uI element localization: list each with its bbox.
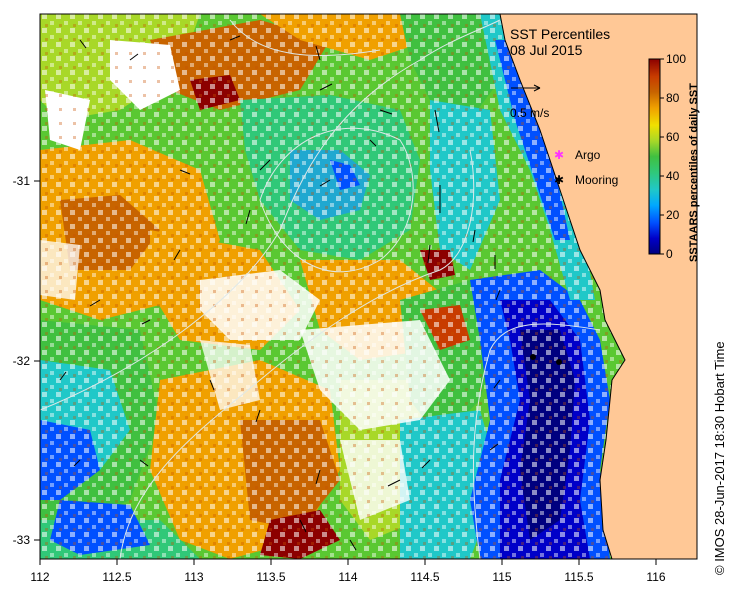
x-tick-label: 112.5 — [102, 570, 131, 584]
legend-argo-label: Argo — [575, 148, 601, 162]
figure-date: 08 Jul 2015 — [510, 42, 583, 58]
velocity-scale-label: 0.5 m/s — [510, 106, 549, 120]
x-tick-label: 113 — [184, 570, 203, 584]
colorbar: 100 80 60 40 20 0 SSTAARS percentiles of dail… — [648, 52, 700, 262]
bathymetry-contours — [40, 19, 601, 559]
y-tick-label: -31 — [13, 174, 31, 188]
x-axis: 112 112.5 113 113.5 114 114.5 115 115.5 116 — [30, 559, 666, 584]
velocity-scale: 0.5 m/s — [510, 84, 549, 120]
colorbar-label: SSTAARS percentiles of daily SST — [688, 83, 700, 262]
legend-mooring-label: Mooring — [575, 173, 618, 187]
x-tick-label: 112 — [30, 570, 49, 584]
velocity-vectors — [59, 35, 501, 551]
argo-marker-icon: ✱ — [554, 148, 564, 162]
figure-title: SST Percentiles — [510, 26, 610, 42]
colorbar-tick-label: 80 — [666, 91, 680, 105]
y-tick-label: -32 — [13, 354, 31, 368]
x-tick-label: 113.5 — [256, 570, 285, 584]
x-tick-label: 115 — [492, 570, 511, 584]
colorbar-tick-label: 0 — [666, 247, 673, 261]
sst-field — [40, 14, 697, 559]
y-axis: -31 -32 -33 — [13, 174, 40, 547]
mooring-marker-icon: ✱ — [554, 173, 564, 187]
x-tick-label: 115.5 — [564, 570, 593, 584]
colorbar-tick-label: 40 — [666, 169, 680, 183]
map-frame — [39, 13, 698, 560]
y-tick-label: -33 — [13, 533, 31, 547]
credit-text: © IMOS 28-Jun-2017 18:30 Hobart Time — [712, 341, 727, 575]
colorbar-tick-label: 60 — [666, 130, 680, 144]
x-tick-label: 116 — [646, 570, 665, 584]
colorbar-tick-label: 20 — [666, 208, 680, 222]
legend: ✱ Argo ✱ Mooring — [554, 148, 618, 187]
colorbar-tick-label: 100 — [666, 52, 686, 66]
x-tick-label: 114 — [338, 570, 357, 584]
x-tick-label: 114.5 — [410, 570, 439, 584]
